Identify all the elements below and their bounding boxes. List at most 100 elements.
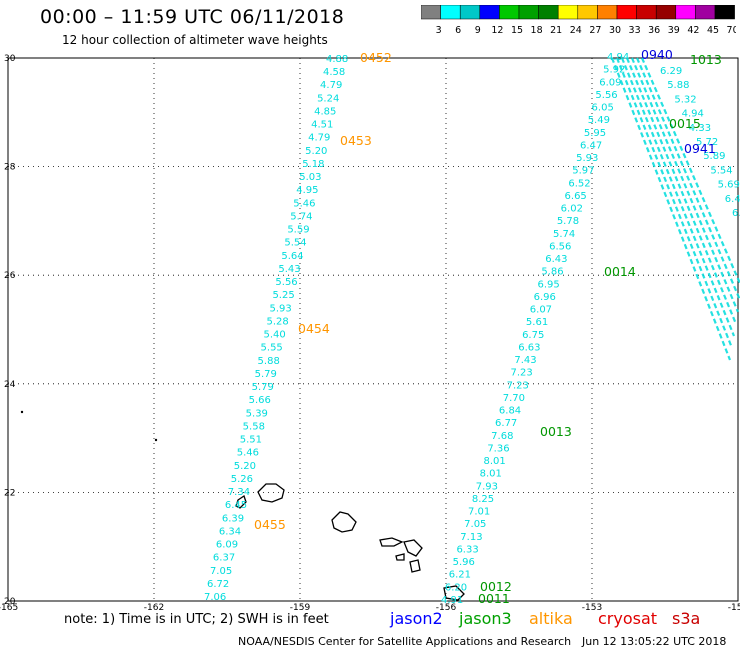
scale-label: 12 — [491, 25, 503, 36]
footer-credit: NOAA/NESDIS Center for Satellite Applica… — [238, 635, 572, 648]
swh-value-jason3: 6.84 — [499, 406, 521, 417]
swh-value-jason3: 5.78 — [557, 216, 579, 227]
swh-value-altika: 5.79 — [252, 382, 274, 393]
pass-time-label: 0014 — [604, 264, 636, 279]
swh-value-jason3: 4.94 — [607, 52, 629, 63]
swh-value-jason2: 4.94 — [682, 109, 704, 120]
swh-value-jason3: 8.01 — [483, 456, 505, 467]
swh-value-altika: 5.93 — [269, 303, 291, 314]
swh-value-altika: 5.40 — [264, 330, 286, 341]
swh-value-altika: 5.51 — [240, 435, 262, 446]
swh-value-altika: 5.46 — [237, 448, 259, 459]
swh-value-jason2: 6.41 — [725, 194, 740, 205]
swh-value-jason3: 6.96 — [534, 292, 556, 303]
swh-value-altika: 5.58 — [243, 421, 265, 432]
island-dot — [154, 438, 158, 442]
track-streak — [620, 57, 736, 337]
swh-value-jason3: 6.21 — [449, 570, 471, 581]
track-streak — [640, 57, 740, 287]
wave-height-map: -165 -162 -159 -156 -153 -150 30 28 26 24 22 20 4.88… — [0, 47, 740, 610]
swh-value-jason3: 6.47 — [580, 140, 602, 151]
scale-label: 15 — [511, 25, 523, 36]
pass-time-label: 0455 — [254, 517, 286, 532]
swh-value-jason2: 5.88 — [667, 80, 689, 91]
lat-tick-label: 26 — [4, 271, 16, 281]
swh-value-jason3: 5.49 — [588, 115, 610, 126]
swh-value-altika: 4.79 — [320, 80, 342, 91]
swh-value-altika: 5.46 — [293, 198, 315, 209]
pass-time-label: 0941 — [684, 141, 716, 156]
swh-value-altika: 7.34 — [228, 487, 250, 498]
swh-value-jason3: 6.33 — [456, 544, 478, 555]
scale-label: 9 — [475, 25, 481, 36]
island-outline — [403, 539, 423, 557]
scale-label: 45 — [707, 25, 719, 36]
map-frame — [7, 57, 739, 602]
legend-jason3: jason3 — [459, 609, 512, 628]
scale-label: 18 — [531, 25, 543, 36]
swh-value-jason3: 7.93 — [476, 481, 498, 492]
swh-value-altika: 4.85 — [314, 106, 336, 117]
swh-value-altika: 5.74 — [290, 211, 312, 222]
swh-value-jason3: 6.77 — [495, 418, 517, 429]
swh-value-altika: 5.20 — [305, 146, 327, 157]
lon-tick-label: -165 — [0, 603, 18, 610]
swh-value-altika: 7.05 — [210, 566, 232, 577]
island-outline — [443, 585, 465, 601]
lat-tick-label: 20 — [4, 597, 16, 607]
track-streak — [635, 57, 740, 301]
lon-tick-label: -156 — [436, 603, 457, 610]
swh-value-altika: 5.24 — [317, 93, 339, 104]
swh-value-altika: 5.26 — [231, 474, 253, 485]
swh-value-altika: 5.64 — [281, 251, 303, 262]
swh-value-jason3: 5.97 — [572, 166, 594, 177]
swh-value-jason3: 6.07 — [530, 305, 552, 316]
pass-time-label: 1013 — [690, 52, 722, 67]
pass-time-label: 0012 — [480, 579, 512, 594]
scale-label: 30 — [609, 25, 621, 36]
legend-s3a: s3a — [672, 609, 701, 628]
swh-value-jason3: 6.63 — [518, 342, 540, 353]
island-outline — [395, 553, 405, 561]
scale-label: 36 — [648, 25, 660, 36]
page-subtitle: 12 hour collection of altimeter wave hei… — [62, 33, 328, 47]
swh-value-jason3: 7.68 — [491, 431, 513, 442]
swh-value-jason3: 7.05 — [464, 519, 486, 530]
swh-value-altika: 5.25 — [272, 290, 294, 301]
swh-value-jason3: 6.95 — [538, 279, 560, 290]
swh-value-altika: 5.56 — [275, 277, 297, 288]
swh-value-jason3: 5.61 — [526, 317, 548, 328]
track-streak — [630, 57, 740, 313]
swh-value-altika: 5.43 — [278, 264, 300, 275]
track-streak — [615, 57, 734, 349]
swh-value-altika: 7.06 — [204, 592, 226, 603]
swh-value-altika: 6.39 — [222, 513, 244, 524]
swh-value-jason3: 7.23 — [507, 380, 529, 391]
swh-value-jason2: 6.29 — [660, 66, 682, 77]
scale-label: 70 — [727, 25, 736, 36]
swh-value-jason3: 7.43 — [514, 355, 536, 366]
island-outline — [379, 537, 404, 547]
scale-label: 3 — [436, 25, 442, 36]
lat-tick-label: 24 — [4, 380, 16, 390]
swh-value-jason3: 5.96 — [453, 557, 475, 568]
swh-value-jason3: 5.86 — [541, 267, 563, 278]
scale-label: 39 — [668, 25, 680, 36]
footer-timestamp: Jun 12 13:05:22 UTC 2018 — [582, 635, 727, 648]
swh-value-jason3: 4.91 — [441, 595, 463, 606]
swh-value-altika: 6.45 — [225, 500, 247, 511]
legend-cryosat: cryosat — [598, 609, 658, 628]
swh-value-jason3: 6.75 — [522, 330, 544, 341]
scale-label: 21 — [550, 25, 562, 36]
swh-value-jason3: 5.92 — [603, 65, 625, 76]
lon-tick-label: -150 — [728, 603, 740, 610]
island-outline — [235, 494, 247, 509]
swh-value-altika: 4.95 — [296, 185, 318, 196]
legend-jason2: jason2 — [390, 609, 443, 628]
swh-value-jason3: 6.20 — [445, 582, 467, 593]
swh-value-altika: 4.88 — [326, 54, 348, 65]
swh-value-jason2: 6.79 — [732, 208, 740, 219]
pass-time-label: 0453 — [340, 133, 372, 148]
swh-value-jason2: 5.69 — [718, 180, 740, 191]
